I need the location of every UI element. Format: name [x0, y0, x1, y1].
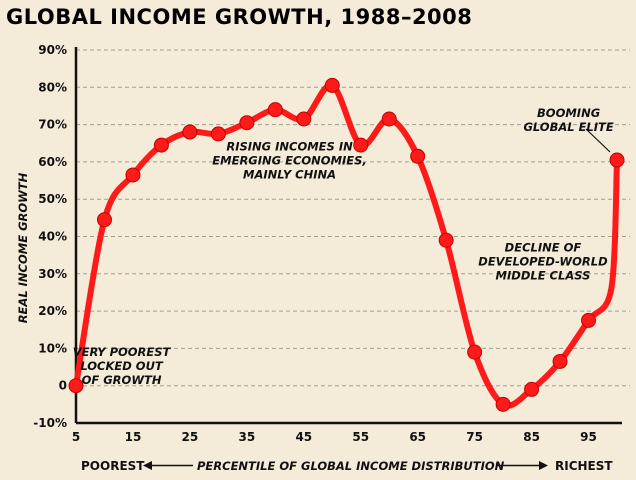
- x-tick-label: 55: [352, 430, 369, 444]
- y-tick-label: 20%: [38, 304, 67, 318]
- data-point: [381, 111, 397, 127]
- y-tick-label: -10%: [33, 416, 67, 430]
- elite-leader-line: [585, 128, 611, 153]
- right-arrow-icon: [539, 461, 548, 470]
- gridlines: [76, 49, 630, 387]
- annotation: BOOMING GLOBAL ELITE: [523, 106, 613, 134]
- data-point: [438, 232, 454, 248]
- data-points: [68, 77, 625, 412]
- y-tick-label: 60%: [38, 155, 67, 169]
- left-arrow-icon: [143, 461, 152, 470]
- y-tick-label: 90%: [38, 43, 67, 57]
- data-point: [410, 148, 426, 164]
- annotation: RISING INCOMES IN EMERGING ECONOMIES, MAIN…: [212, 140, 367, 182]
- x-tick-label: 25: [182, 430, 199, 444]
- data-point: [353, 137, 369, 153]
- y-tick-label: 0: [59, 379, 67, 393]
- y-tick-label: 40%: [38, 230, 67, 244]
- data-point: [581, 312, 597, 328]
- data-point: [96, 212, 112, 228]
- data-point: [125, 167, 141, 183]
- data-point: [239, 115, 255, 131]
- data-point: [68, 378, 84, 394]
- richest-label: RICHEST: [555, 459, 613, 473]
- y-tick-label: 10%: [38, 341, 67, 355]
- data-point: [182, 124, 198, 140]
- data-point: [267, 102, 283, 118]
- x-tick-label: 35: [238, 430, 255, 444]
- data-point: [153, 137, 169, 153]
- x-tick-label: 45: [295, 430, 312, 444]
- annotation: DECLINE OF DEVELOPED-WORLD MIDDLE CLASS: [478, 240, 608, 282]
- data-point: [324, 77, 340, 93]
- x-tick-label: 95: [580, 430, 597, 444]
- data-point: [210, 126, 226, 142]
- y-tick-label: 70%: [38, 118, 67, 132]
- data-point: [609, 152, 625, 168]
- x-tick-label: 5: [72, 430, 80, 444]
- x-axis-label: PERCENTILE OF GLOBAL INCOME DISTRIBUTION: [197, 459, 505, 473]
- annotation: VERY POOREST LOCKED OUT OF GROWTH: [73, 345, 172, 387]
- y-tick-label: 80%: [38, 80, 67, 94]
- data-point: [296, 111, 312, 127]
- y-axis-label: REAL INCOME GROWTH: [16, 172, 30, 323]
- data-point: [524, 381, 540, 397]
- x-tick-label: 15: [125, 430, 142, 444]
- y-tick-labels: -10% 0 10% 20% 30% 40% 50% 60% 70% 80% 90%: [33, 43, 67, 430]
- data-point: [467, 344, 483, 360]
- annotations: VERY POOREST LOCKED OUT OF GROWTH RISING IN…: [73, 106, 614, 387]
- data-point: [552, 353, 568, 369]
- chart-title: GLOBAL INCOME GROWTH, 1988–2008: [6, 5, 472, 29]
- poorest-label: POOREST: [81, 459, 145, 473]
- x-tick-label: 65: [409, 430, 426, 444]
- x-tick-labels: 5 15 25 35 45 55 65 75 85 95: [72, 430, 597, 444]
- data-point: [495, 396, 511, 412]
- y-tick-label: 30%: [38, 267, 67, 281]
- y-tick-label: 50%: [38, 192, 67, 206]
- x-tick-label: 85: [523, 430, 540, 444]
- x-tick-label: 75: [466, 430, 483, 444]
